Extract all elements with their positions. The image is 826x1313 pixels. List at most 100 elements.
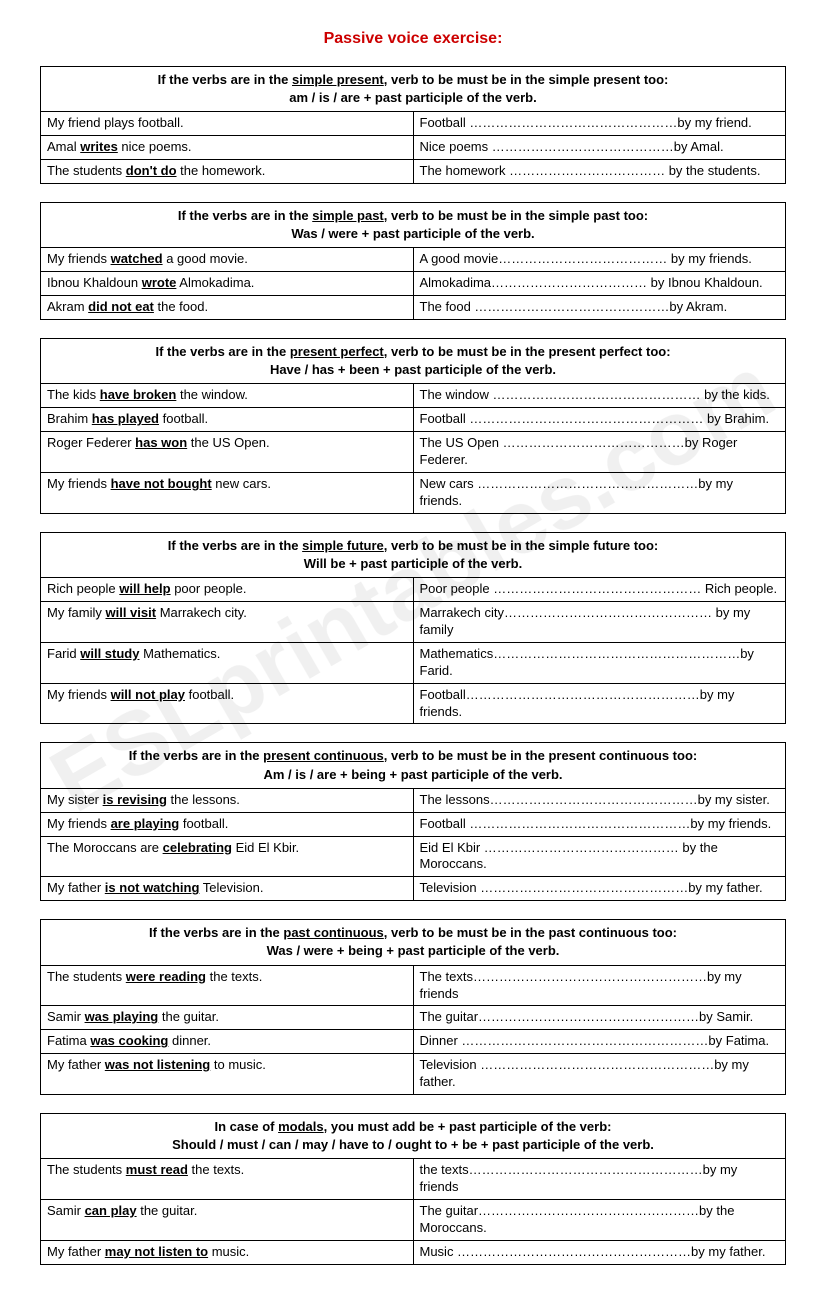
verb-underlined: did not eat bbox=[88, 299, 154, 314]
active-sentence-cell: Samir was playing the guitar. bbox=[41, 1006, 414, 1029]
sentence-pre: My family bbox=[47, 605, 106, 620]
section-header: If the verbs are in the simple past, ver… bbox=[41, 203, 785, 248]
header-underline: present continuous bbox=[263, 748, 384, 763]
table-row: My sister is revising the lessons.The le… bbox=[41, 789, 785, 813]
sentence-pre: Akram bbox=[47, 299, 88, 314]
sentence-pre: The kids bbox=[47, 387, 100, 402]
verb-underlined: will visit bbox=[106, 605, 157, 620]
header-line-1: If the verbs are in the simple past, ver… bbox=[47, 207, 779, 225]
verb-underlined: is revising bbox=[103, 792, 167, 807]
section: In case of modals, you must add be + pas… bbox=[40, 1113, 786, 1265]
header-post: , verb to be must be in the simple past … bbox=[384, 208, 648, 223]
passive-sentence-cell: Marrakech city………………………………………… by my fam… bbox=[414, 602, 786, 642]
active-sentence-cell: The students were reading the texts. bbox=[41, 966, 414, 1006]
verb-underlined: was cooking bbox=[90, 1033, 168, 1048]
sentence-pre: My father bbox=[47, 1057, 105, 1072]
table-row: Brahim has played football.Football …………… bbox=[41, 408, 785, 432]
section: If the verbs are in the simple future, v… bbox=[40, 532, 786, 725]
header-post: , verb to be must be in the simple futur… bbox=[384, 538, 658, 553]
verb-underlined: will study bbox=[80, 646, 139, 661]
section-header: If the verbs are in the past continuous,… bbox=[41, 920, 785, 965]
sentence-post: the texts. bbox=[206, 969, 262, 984]
section-header: If the verbs are in the present perfect,… bbox=[41, 339, 785, 384]
sentence-pre: Amal bbox=[47, 139, 80, 154]
verb-underlined: writes bbox=[80, 139, 118, 154]
section-header: If the verbs are in the simple future, v… bbox=[41, 533, 785, 578]
verb-underlined: are playing bbox=[111, 816, 180, 831]
verb-underlined: will help bbox=[119, 581, 170, 596]
verb-underlined: has played bbox=[92, 411, 159, 426]
sentence-post: nice poems. bbox=[118, 139, 192, 154]
verb-underlined: were reading bbox=[126, 969, 206, 984]
active-sentence-cell: Ibnou Khaldoun wrote Almokadima. bbox=[41, 272, 414, 295]
verb-underlined: was playing bbox=[85, 1009, 159, 1024]
table-row: Roger Federer has won the US Open.The US… bbox=[41, 432, 785, 473]
sentence-post: the homework. bbox=[177, 163, 266, 178]
sentence-pre: Rich people bbox=[47, 581, 119, 596]
sentence-pre: Roger Federer bbox=[47, 435, 135, 450]
section: If the verbs are in the present continuo… bbox=[40, 742, 786, 901]
passive-sentence-cell: Almokadima……………………………… by Ibnou Khaldoun… bbox=[414, 272, 786, 295]
sentence-post: Marrakech city. bbox=[156, 605, 247, 620]
passive-sentence-cell: Football………………………………………………by my friends. bbox=[414, 684, 786, 724]
section: If the verbs are in the present perfect,… bbox=[40, 338, 786, 514]
header-post: , verb to be must be in the simple prese… bbox=[384, 72, 669, 87]
sentence-post: the guitar. bbox=[137, 1203, 198, 1218]
passive-sentence-cell: Music ………………………………………………by my father. bbox=[414, 1241, 786, 1264]
sentence-post: music. bbox=[208, 1244, 249, 1259]
active-sentence-cell: The students must read the texts. bbox=[41, 1159, 414, 1199]
sentence-pre: My friends bbox=[47, 687, 111, 702]
table-row: The students must read the texts.the tex… bbox=[41, 1159, 785, 1200]
verb-underlined: can play bbox=[85, 1203, 137, 1218]
passive-sentence-cell: The food ………………………………………by Akram. bbox=[414, 296, 786, 319]
header-underline: past continuous bbox=[283, 925, 383, 940]
passive-sentence-cell: The texts………………………………………………by my friends bbox=[414, 966, 786, 1006]
sentence-pre: My sister bbox=[47, 792, 103, 807]
header-line-2: Will be + past participle of the verb. bbox=[47, 555, 779, 573]
active-sentence-cell: Amal writes nice poems. bbox=[41, 136, 414, 159]
section: If the verbs are in the past continuous,… bbox=[40, 919, 786, 1095]
worksheet-content: Passive voice exercise: If the verbs are… bbox=[40, 30, 786, 1265]
active-sentence-cell: My father was not listening to music. bbox=[41, 1054, 414, 1094]
header-line-2: Should / must / can / may / have to / ou… bbox=[47, 1136, 779, 1154]
verb-underlined: celebrating bbox=[163, 840, 232, 855]
passive-sentence-cell: The US Open ……………………………………by Roger Feder… bbox=[414, 432, 786, 472]
sentence-pre: Brahim bbox=[47, 411, 92, 426]
passive-sentence-cell: Television ………………………………………………by my fathe… bbox=[414, 1054, 786, 1094]
active-sentence-cell: Akram did not eat the food. bbox=[41, 296, 414, 319]
sentence-post: football. bbox=[185, 687, 234, 702]
sentence-post: new cars. bbox=[212, 476, 271, 491]
passive-sentence-cell: A good movie………………………………… by my friends. bbox=[414, 248, 786, 271]
header-underline: modals bbox=[278, 1119, 324, 1134]
passive-sentence-cell: the texts………………………………………………by my friends bbox=[414, 1159, 786, 1199]
sentence-post: the window. bbox=[176, 387, 248, 402]
header-underline: simple past bbox=[312, 208, 384, 223]
sentence-pre: The students bbox=[47, 1162, 126, 1177]
passive-sentence-cell: Dinner …………………………………………………by Fatima. bbox=[414, 1030, 786, 1053]
sentence-post: the lessons. bbox=[167, 792, 240, 807]
sections-container: If the verbs are in the simple present, … bbox=[40, 66, 786, 1265]
table-row: My family will visit Marrakech city.Marr… bbox=[41, 602, 785, 643]
table-row: The Moroccans are celebrating Eid El Kbi… bbox=[41, 837, 785, 878]
sentence-post: dinner. bbox=[168, 1033, 211, 1048]
passive-sentence-cell: Mathematics…………………………………………………by Farid. bbox=[414, 643, 786, 683]
passive-sentence-cell: Football ……………………………………………by my friends. bbox=[414, 813, 786, 836]
passive-sentence-cell: Football …………………………………………by my friend. bbox=[414, 112, 786, 135]
active-sentence-cell: My family will visit Marrakech city. bbox=[41, 602, 414, 642]
table-row: The students don't do the homework.The h… bbox=[41, 160, 785, 183]
verb-underlined: wrote bbox=[142, 275, 177, 290]
sentence-pre: Samir bbox=[47, 1009, 85, 1024]
verb-underlined: watched bbox=[111, 251, 163, 266]
sentence-pre: Farid bbox=[47, 646, 80, 661]
active-sentence-cell: My friends watched a good movie. bbox=[41, 248, 414, 271]
sentence-post: poor people. bbox=[171, 581, 247, 596]
header-pre: If the verbs are in the bbox=[178, 208, 312, 223]
header-line-1: If the verbs are in the simple present, … bbox=[47, 71, 779, 89]
sentence-post: Mathematics. bbox=[139, 646, 220, 661]
sentence-post: Eid El Kbir. bbox=[232, 840, 299, 855]
active-sentence-cell: Fatima was cooking dinner. bbox=[41, 1030, 414, 1053]
sentence-pre: The Moroccans are bbox=[47, 840, 163, 855]
verb-underlined: was not listening bbox=[105, 1057, 210, 1072]
sentence-pre: My father bbox=[47, 880, 105, 895]
sentence-post: a good movie. bbox=[163, 251, 248, 266]
